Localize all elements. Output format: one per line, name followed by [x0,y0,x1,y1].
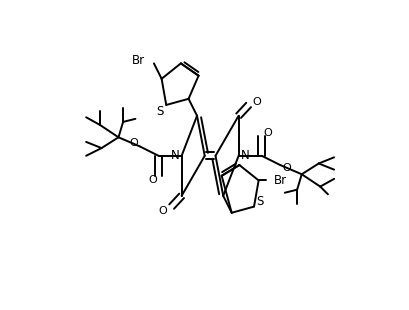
Text: Br: Br [132,54,145,67]
Text: O: O [129,139,138,148]
Text: O: O [281,163,290,173]
Text: O: O [158,206,167,216]
Text: O: O [252,97,261,107]
Text: S: S [156,104,163,117]
Text: N: N [240,149,249,162]
Text: Br: Br [273,174,286,187]
Text: O: O [263,128,272,138]
Text: O: O [148,175,156,185]
Text: S: S [256,196,263,209]
Text: N: N [171,149,180,162]
